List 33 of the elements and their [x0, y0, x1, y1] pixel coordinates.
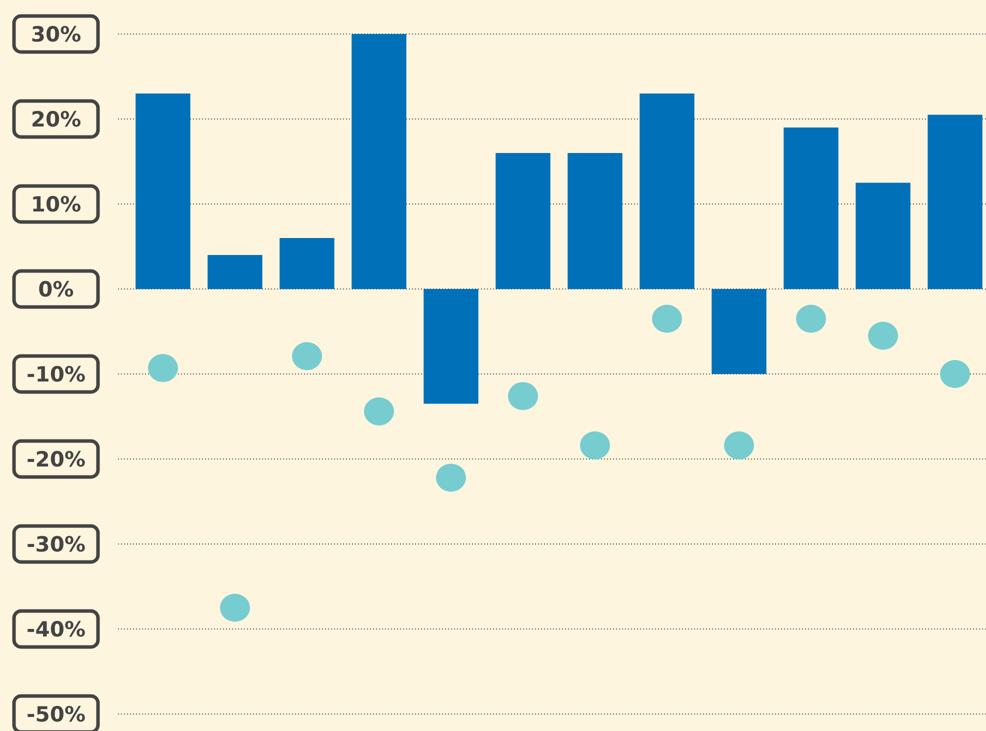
y-tick-label: 10% — [30, 192, 82, 217]
point — [292, 342, 322, 370]
y-tick-label: 30% — [30, 22, 82, 47]
y-tick-label: -50% — [26, 702, 86, 727]
point — [724, 431, 754, 460]
bar — [640, 94, 694, 289]
bar — [712, 289, 766, 374]
y-tick-label: 0% — [38, 278, 74, 302]
y-tick-label: -20% — [26, 448, 86, 472]
point — [580, 431, 610, 460]
y-tick-label: -10% — [26, 362, 86, 387]
bar — [424, 289, 478, 404]
point — [940, 360, 970, 388]
bar — [568, 153, 622, 289]
point — [220, 594, 250, 622]
point — [364, 397, 394, 426]
bar — [352, 34, 406, 289]
point — [148, 354, 178, 382]
point — [652, 304, 682, 333]
bar — [928, 114, 982, 289]
bar — [496, 153, 550, 289]
point — [868, 322, 898, 350]
bar — [208, 255, 262, 289]
bar — [136, 94, 190, 289]
point — [436, 464, 466, 492]
bar — [784, 128, 838, 289]
bar — [856, 182, 910, 289]
bar — [280, 238, 334, 289]
point — [796, 304, 826, 333]
y-tick-label: -40% — [26, 618, 86, 642]
point — [508, 382, 538, 410]
y-tick-label: 20% — [30, 108, 82, 132]
y-tick-label: -30% — [26, 532, 86, 557]
